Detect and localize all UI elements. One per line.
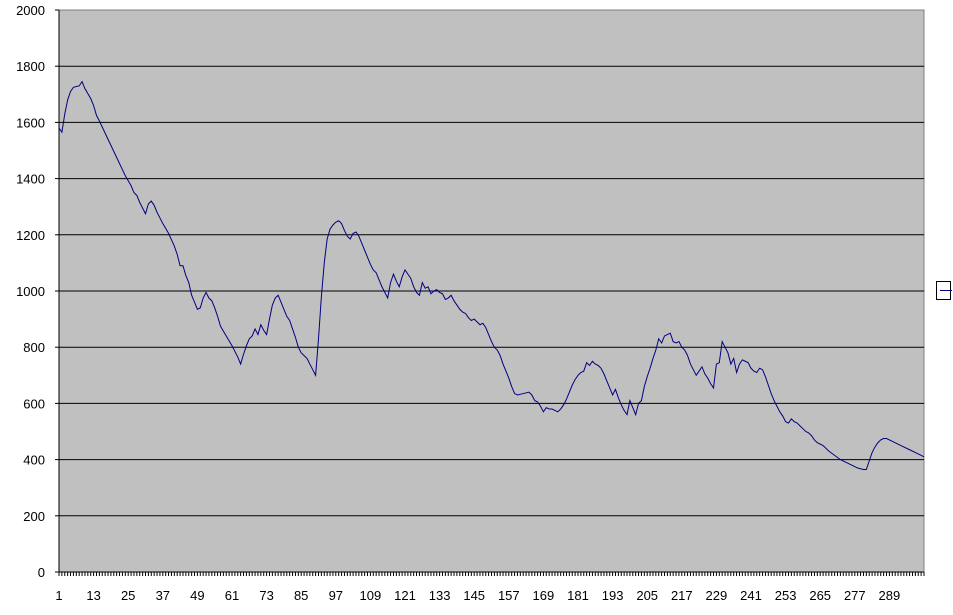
- y-tick-label: 1400: [16, 172, 45, 187]
- x-tick-label: 181: [567, 588, 589, 603]
- x-tick-label: 265: [809, 588, 831, 603]
- x-tick-label: 217: [671, 588, 693, 603]
- x-tick-label: 253: [775, 588, 797, 603]
- legend-series-line: [940, 290, 952, 291]
- y-tick-label: 400: [23, 453, 45, 468]
- y-tick-label: 800: [23, 340, 45, 355]
- x-axis: 1 13 25 37 49 61 73 85 97 109 121 133 145 157 169 181 19…: [55, 571, 925, 603]
- x-tick-label: 157: [498, 588, 520, 603]
- x-tick-label: 1: [55, 588, 62, 603]
- x-tick-label: 193: [602, 588, 624, 603]
- x-tick-label: 13: [86, 588, 100, 603]
- y-axis: 0 200 400 600 800 1000 1200 1400 1600 1800 2000: [16, 3, 60, 580]
- x-tick-label: 277: [844, 588, 866, 603]
- x-tick-label: 109: [360, 588, 382, 603]
- x-tick-label: 121: [394, 588, 416, 603]
- gridlines: [59, 65, 924, 517]
- x-tick-label: 73: [259, 588, 273, 603]
- x-tick-label: 97: [329, 588, 343, 603]
- x-tick-label: 289: [879, 588, 901, 603]
- x-tick-label: 49: [190, 588, 204, 603]
- x-tick-label: 145: [463, 588, 485, 603]
- series-line: [58, 80, 925, 470]
- x-tick-label: 229: [706, 588, 728, 603]
- y-tick-label: 200: [23, 509, 45, 524]
- x-tick-label: 85: [294, 588, 308, 603]
- y-tick-label: 0: [38, 565, 45, 580]
- x-tick-label: 241: [740, 588, 762, 603]
- x-tick-label: 205: [636, 588, 658, 603]
- x-tick-label: 61: [225, 588, 239, 603]
- y-tick-label: 2000: [16, 3, 45, 18]
- y-tick-label: 1000: [16, 284, 45, 299]
- x-tick-label: 37: [156, 588, 170, 603]
- x-tick-label: 169: [533, 588, 555, 603]
- y-tick-label: 600: [23, 396, 45, 411]
- y-tick-label: 1200: [16, 228, 45, 243]
- y-tick-label: 1600: [16, 115, 45, 130]
- y-tick-label: 1800: [16, 59, 45, 74]
- x-tick-label: 25: [121, 588, 135, 603]
- legend: [936, 281, 952, 300]
- x-tick-label: 133: [429, 588, 451, 603]
- series-layer: [58, 80, 925, 470]
